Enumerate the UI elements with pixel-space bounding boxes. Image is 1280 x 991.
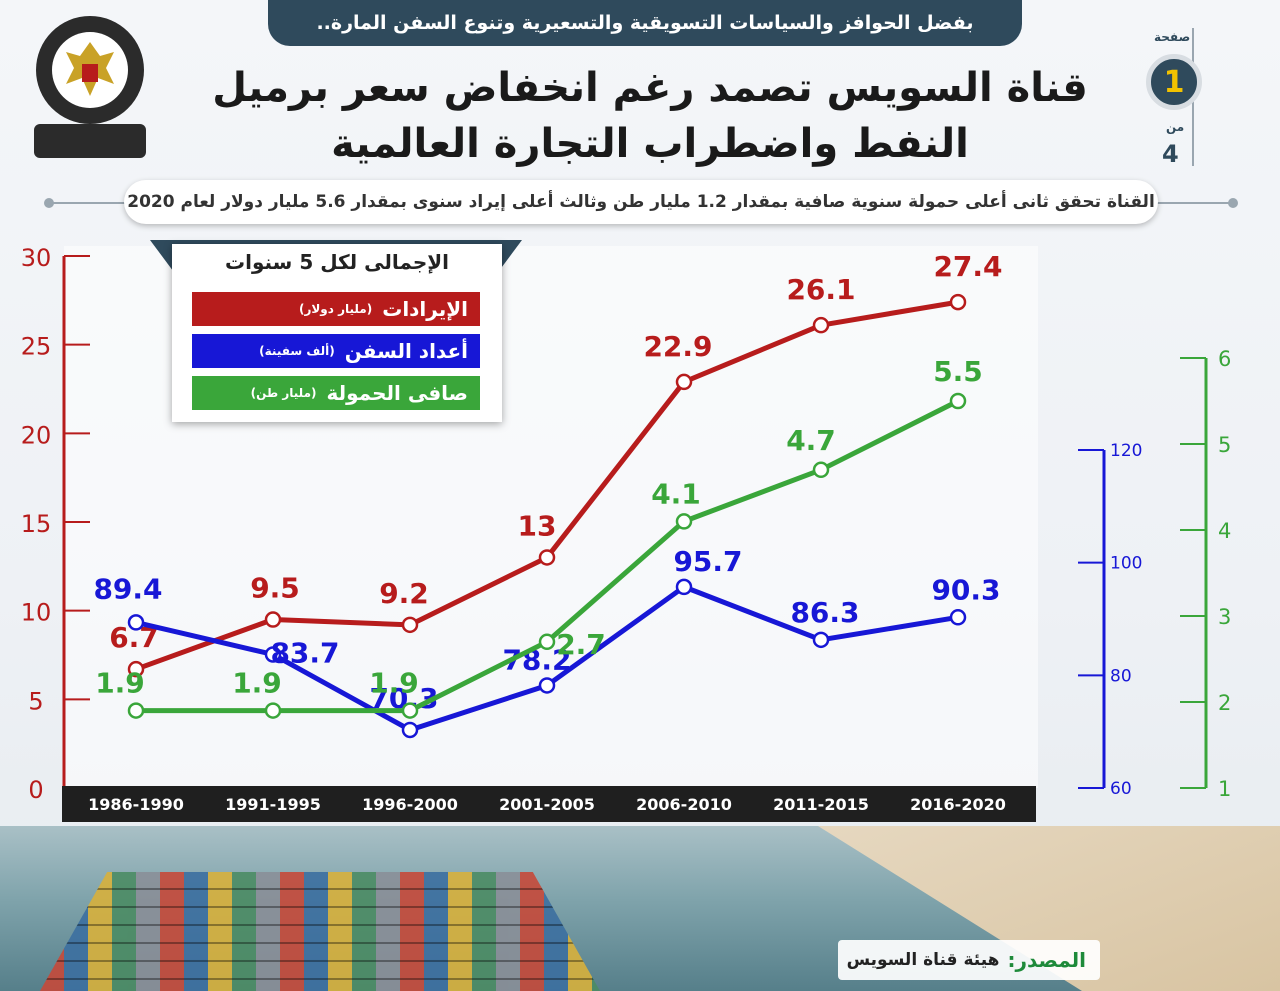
data-point (538, 633, 556, 651)
legend-unit: (مليار طن) (250, 386, 317, 400)
data-label: 5.5 (933, 355, 983, 388)
data-label: 95.7 (673, 545, 742, 578)
data-point (401, 616, 419, 634)
data-point (812, 631, 830, 649)
legend-unit: (ألف سفينة) (259, 344, 335, 358)
page-current: 1 (1146, 54, 1202, 110)
x-axis-tick-label: 2006-2010 (636, 795, 732, 814)
data-point (264, 702, 282, 719)
x-axis-tick-label: 2001-2005 (499, 795, 595, 814)
subtitle-text: القناة تحقق ثانى أعلى حمولة سنوية صافية … (127, 192, 1155, 212)
data-label: 9.2 (379, 577, 429, 610)
subtitle-dot-right (1228, 198, 1238, 208)
x-axis-tick-label: 1986-1990 (88, 795, 184, 814)
data-point (538, 549, 556, 566)
source-label: المصدر: (1007, 948, 1086, 972)
legend-title: الإجمالى لكل 5 سنوات (225, 250, 449, 274)
left-axis-tick-label: 30 (21, 244, 52, 272)
data-label: 13 (518, 509, 557, 542)
legend-label: أعداد السفن (344, 339, 468, 363)
data-point (401, 702, 419, 719)
source-value: هيئة قناة السويس (846, 950, 1000, 970)
page-label: صفحة (1154, 30, 1191, 44)
legend-label: الإيرادات (382, 297, 468, 321)
data-point (949, 609, 967, 626)
data-label: 4.1 (651, 477, 701, 510)
data-point (264, 611, 282, 628)
data-label: 27.4 (933, 250, 1002, 283)
legend-item-tonnage: صافى الحمولة (مليار طن) (192, 376, 480, 410)
x-axis-band (62, 786, 1036, 822)
legend-item-ships: أعداد السفن (ألف سفينة) (192, 334, 480, 368)
data-label: 22.9 (643, 330, 712, 363)
data-label: 86.3 (790, 596, 859, 629)
tonnage-axis-tick-label: 6 (1218, 347, 1231, 371)
ships-axis-tick-label: 120 (1110, 441, 1142, 461)
tonnage-axis-tick-label: 1 (1218, 777, 1231, 801)
data-point (675, 513, 693, 530)
top-ribbon: بفضل الحوافز والسياسات التسويقية والتسعي… (268, 0, 1022, 46)
x-axis-tick-label: 2011-2015 (773, 795, 869, 814)
data-label: 1.9 (232, 667, 282, 700)
data-point (127, 702, 145, 719)
data-label: 4.7 (786, 424, 836, 457)
subtitle-dot-left (44, 198, 54, 208)
page-total: 4 (1162, 140, 1179, 168)
legend-label: صافى الحمولة (326, 381, 469, 405)
data-point (812, 461, 830, 479)
data-point (264, 646, 282, 663)
left-axis-tick-label: 25 (21, 333, 52, 361)
data-label: 83.7 (270, 636, 339, 669)
legend-unit: (مليار دولار) (298, 302, 373, 316)
source-box: المصدر: هيئة قناة السويس (838, 940, 1100, 980)
left-axis-tick-label: 5 (28, 687, 43, 715)
page-of: من (1166, 120, 1185, 134)
x-axis-tick-label: 1991-1995 (225, 795, 321, 814)
container-ship (40, 872, 600, 991)
subtitle: القناة تحقق ثانى أعلى حمولة سنوية صافية … (124, 180, 1158, 224)
data-point (949, 293, 967, 311)
line-chart: 0 5 10 15 20 25 30 60 80 100 120 1 2 3 4 5 6 1986-1990 199… (21, 244, 1231, 822)
data-label: 1.9 (95, 667, 145, 700)
data-point (675, 373, 693, 391)
ships-axis-tick-label: 60 (1110, 779, 1132, 799)
tonnage-axis-tick-label: 3 (1218, 605, 1231, 629)
data-point (949, 392, 967, 410)
data-label: 9.5 (250, 572, 300, 605)
subtitle-rule-right (1152, 202, 1232, 204)
tonnage-axis-tick-label: 2 (1218, 691, 1231, 715)
container-rows (40, 872, 600, 991)
ships-axis-tick-label: 100 (1110, 554, 1142, 574)
legend-item-revenue: الإيرادات (مليار دولار) (192, 292, 480, 326)
data-label: 26.1 (786, 273, 855, 306)
data-label: 89.4 (93, 572, 162, 605)
ribbon-text: بفضل الحوافز والسياسات التسويقية والتسعي… (316, 12, 974, 34)
data-point (675, 578, 693, 596)
data-label: 1.9 (369, 667, 419, 700)
ships-axis-tick-label: 80 (1110, 666, 1132, 686)
left-axis-tick-label: 15 (21, 510, 52, 538)
data-point (127, 660, 145, 678)
data-point (538, 677, 556, 694)
data-point (812, 316, 830, 334)
tonnage-axis-tick-label: 5 (1218, 433, 1231, 457)
cabinet-logo (34, 16, 146, 158)
left-axis-tick-label: 20 (21, 421, 52, 449)
x-axis-tick-label: 2016-2020 (910, 795, 1006, 814)
data-label: 90.3 (931, 573, 1000, 606)
x-axis-tick-label: 1996-2000 (362, 795, 458, 814)
left-axis-tick-label: 0 (28, 776, 43, 804)
left-axis-tick-label: 10 (21, 599, 52, 627)
data-point (401, 721, 419, 739)
page-title: قناة السويس تصمد رغم انخفاض سعر برميل ال… (212, 65, 1088, 167)
tonnage-axis-tick-label: 4 (1218, 519, 1231, 543)
data-label: 2.7 (556, 628, 606, 661)
data-point (127, 614, 145, 631)
subtitle-rule-left (50, 202, 130, 204)
